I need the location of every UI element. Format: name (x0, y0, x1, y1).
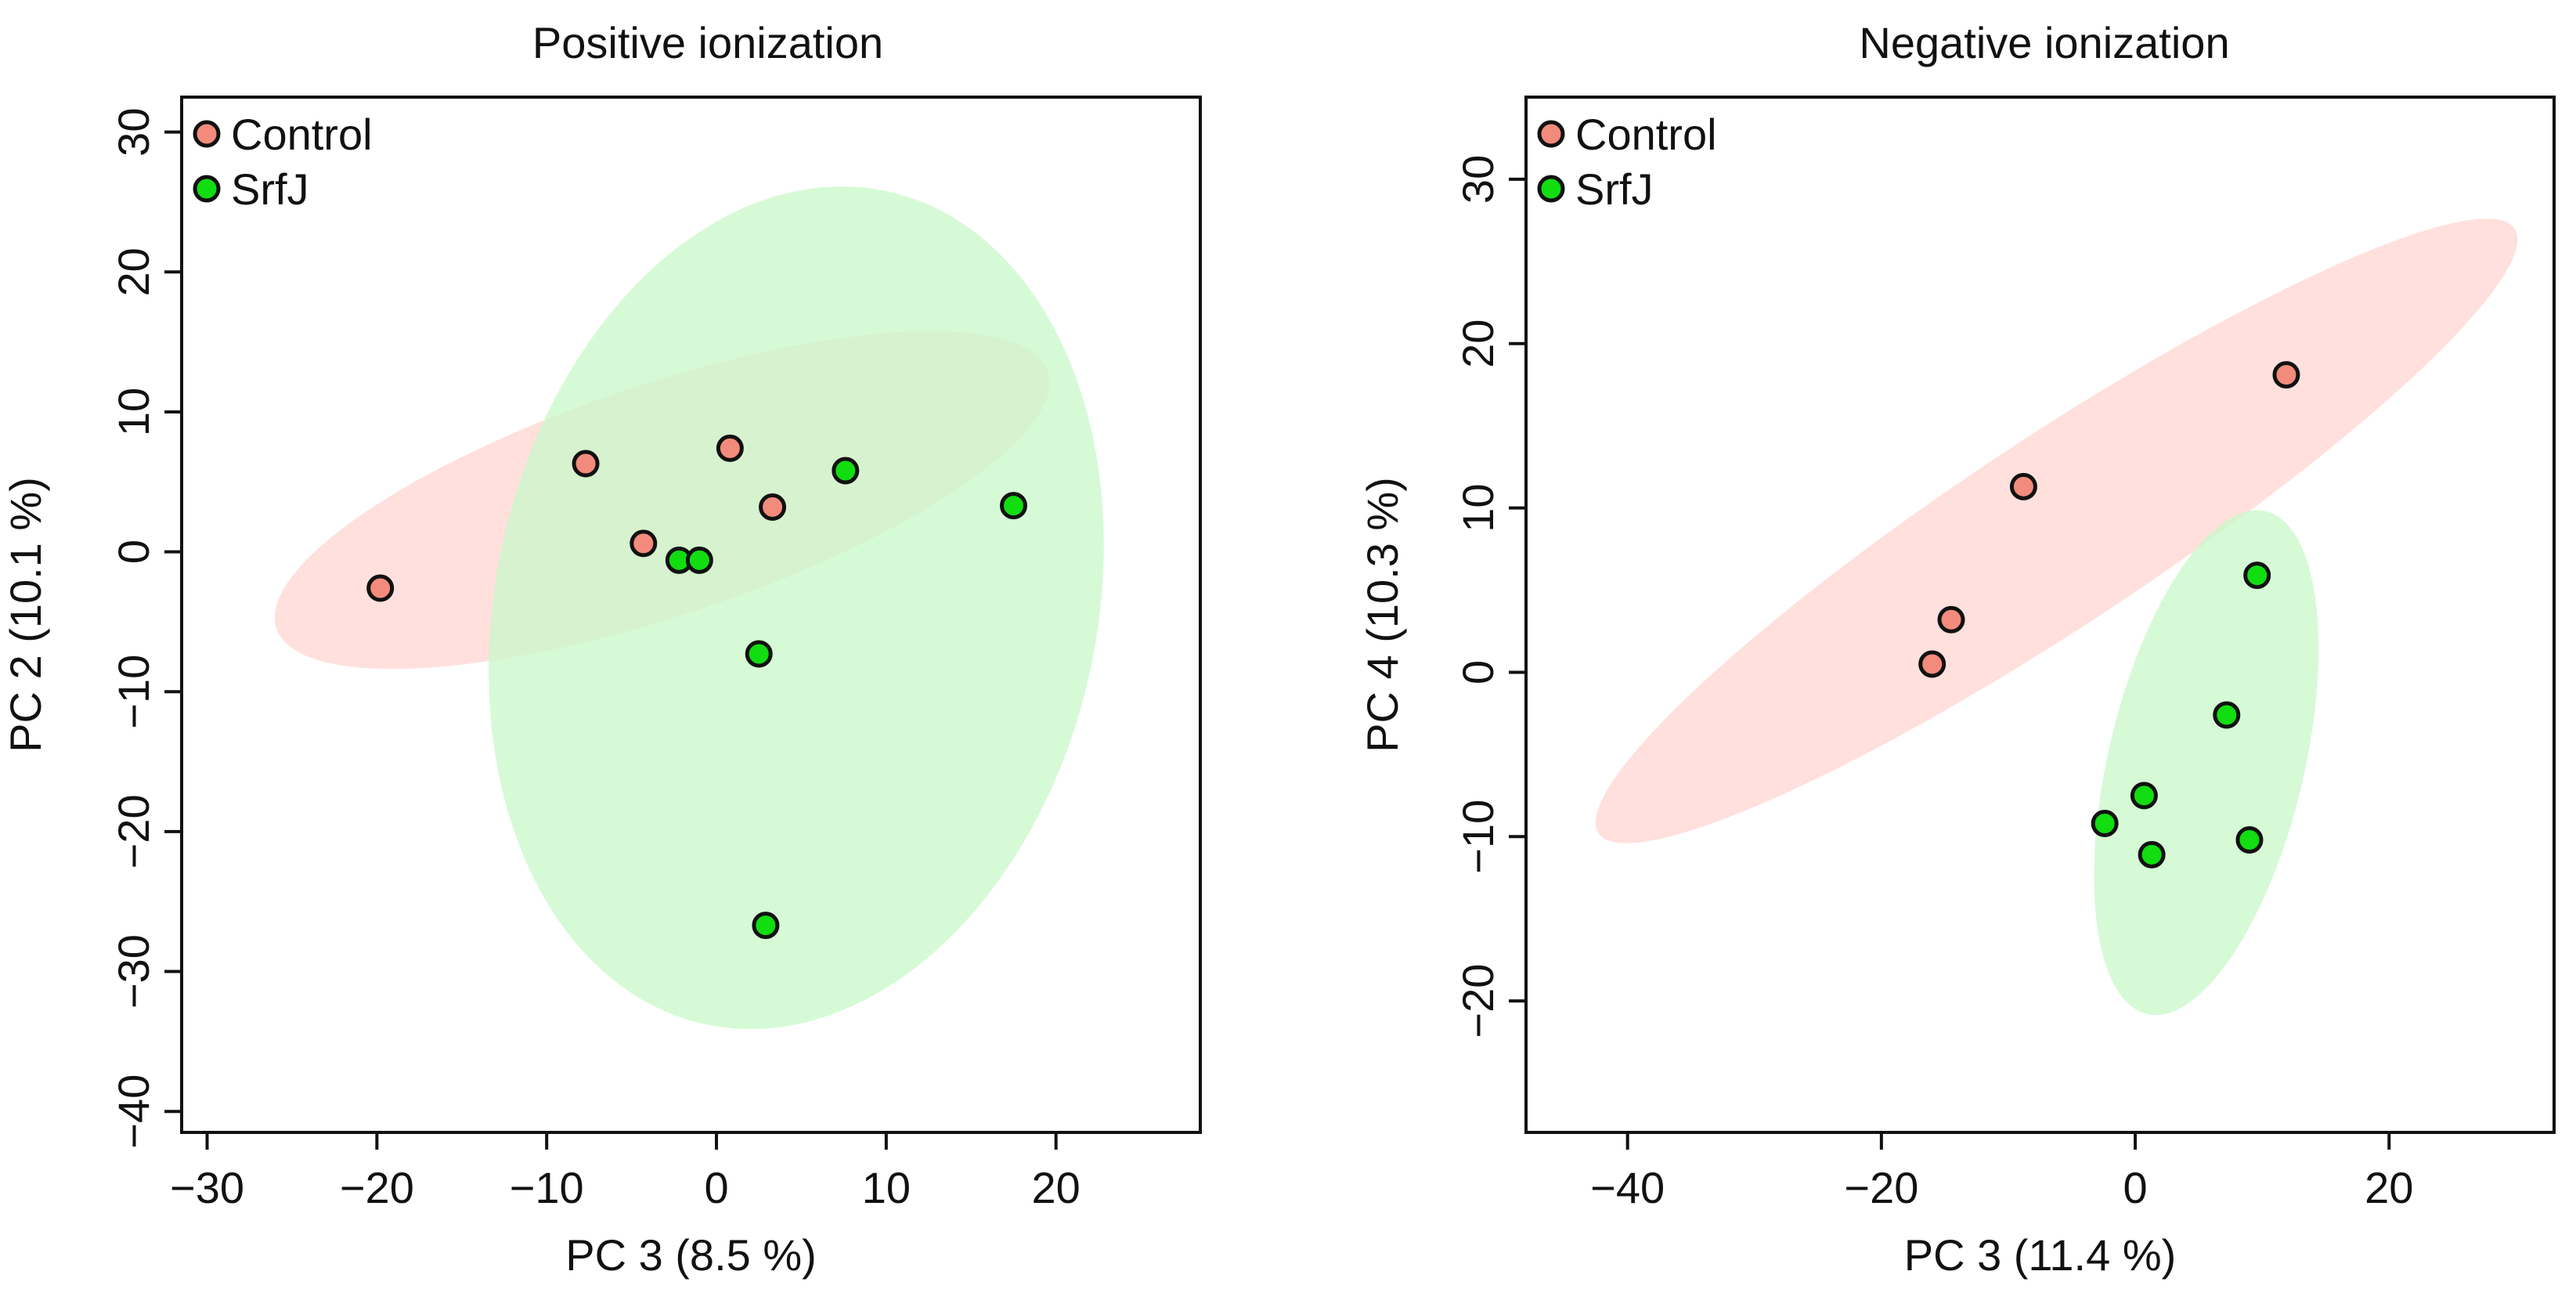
data-point-srfj (2243, 562, 2271, 590)
ellipse-srfj (489, 186, 1104, 1030)
series-srfj (665, 457, 1027, 940)
y-tick-label: 20 (1453, 320, 1503, 368)
data-point-control (2272, 361, 2300, 389)
legend-label-control: Control (1575, 110, 1717, 159)
data-point-control (1937, 605, 1965, 634)
y-tick-label: 30 (1453, 155, 1503, 204)
data-point-control (716, 434, 744, 462)
data-point-control (2009, 472, 2037, 500)
x-tick-label: 20 (2365, 1163, 2413, 1212)
data-point-srfj (2130, 782, 2158, 810)
y-tick-label: −10 (109, 655, 158, 729)
y-tick-label: 0 (109, 540, 158, 564)
data-point-srfj (2138, 840, 2166, 868)
plot-frame (1524, 96, 2556, 1134)
x-tick-label: −20 (1844, 1163, 1918, 1212)
y-tick-label: 0 (1453, 660, 1503, 684)
y-tick-label: 10 (1453, 483, 1503, 532)
data-point-control (366, 574, 395, 602)
ellipse-control (1595, 218, 2518, 843)
data-point-srfj (832, 457, 860, 485)
y-axis-label: PC 4 (10.3 %) (1358, 477, 1407, 753)
data-point-control (630, 529, 658, 558)
data-point-srfj (752, 912, 780, 940)
legend-marker-srfj (193, 175, 221, 203)
x-tick-label: 20 (1032, 1163, 1081, 1212)
legend-label-srfj: SrfJ (1575, 164, 1654, 214)
data-point-control (759, 493, 787, 521)
panel-2: −40 −20 0 20 −20 −10 0 10 20 30 Negative ionizatio… (1358, 18, 2556, 1280)
y-tick-label: 30 (109, 108, 158, 157)
x-axis-label: PC 3 (11.4 %) (1904, 1230, 2177, 1280)
chart-title: Positive ionization (532, 18, 883, 67)
legend-marker-control (193, 120, 221, 148)
y-tick-label: −10 (1453, 800, 1503, 874)
panel-1: −30 −20 −10 0 10 20−40−30−20−100102030Positiv… (1, 18, 1202, 1280)
data-point-srfj (999, 492, 1027, 520)
x-tick-label: 0 (2123, 1163, 2147, 1212)
x-tick-label: −40 (1590, 1163, 1665, 1212)
series-srfj (2091, 562, 2271, 868)
legend-label-control: Control (231, 110, 373, 159)
data-point-srfj (2235, 825, 2264, 854)
y-tick-label: −20 (109, 794, 158, 868)
x-tick-label: 0 (704, 1163, 728, 1212)
y-tick-label: −30 (109, 934, 158, 1009)
series-control (1918, 361, 2300, 678)
data-point-srfj (685, 546, 713, 574)
legend-marker-control (1537, 120, 1565, 148)
ellipse-srfj (2094, 510, 2319, 1016)
x-tick-label: −10 (510, 1163, 584, 1212)
data-point-srfj (2213, 701, 2241, 729)
legend-marker-srfj (1537, 175, 1565, 203)
x-tick-label: 10 (862, 1163, 911, 1212)
plot-frame (180, 96, 1202, 1134)
x-tick-label: −20 (340, 1163, 414, 1212)
legend: Control SrfJ (1537, 110, 1717, 214)
y-tick-label: 10 (109, 388, 158, 436)
data-point-srfj (745, 640, 773, 668)
y-tick-label: −40 (109, 1074, 158, 1149)
y-tick-label: 20 (109, 247, 158, 296)
y-tick-label: −20 (1453, 964, 1503, 1038)
data-point-control (1918, 650, 1946, 678)
data-point-control (572, 450, 600, 478)
legend-label-srfj: SrfJ (231, 164, 309, 214)
x-axis-label: PC 3 (8.5 %) (565, 1230, 817, 1280)
chart-title: Negative ionization (1859, 18, 2229, 67)
data-point-srfj (2091, 809, 2119, 837)
y-axis-label: PC 2 (10.1 %) (1, 477, 50, 753)
series-control (366, 434, 787, 602)
legend: Control SrfJ (193, 110, 373, 214)
x-tick-label: −30 (170, 1163, 244, 1212)
